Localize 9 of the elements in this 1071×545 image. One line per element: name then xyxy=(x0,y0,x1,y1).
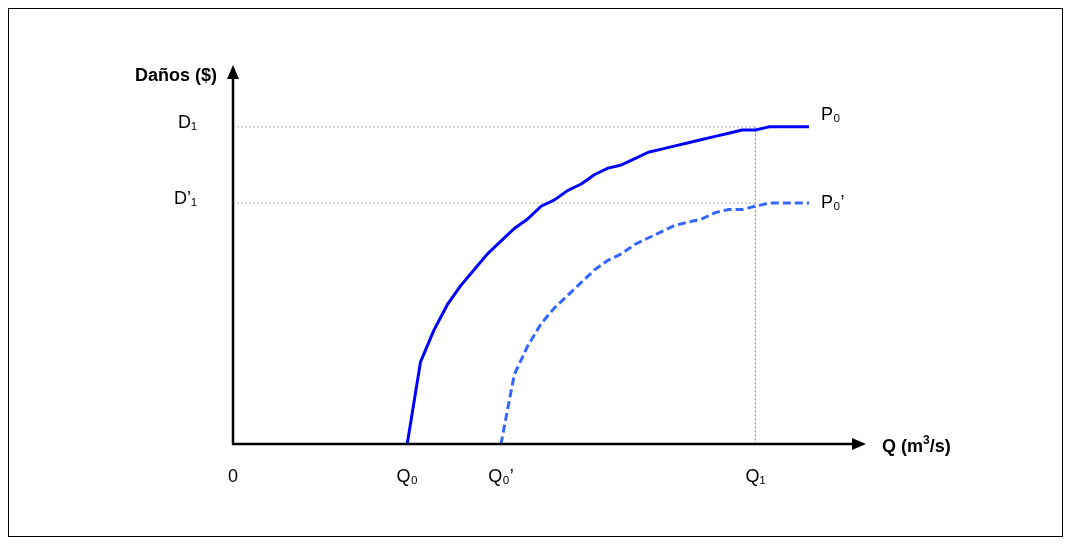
y-axis-title: Daños ($) xyxy=(134,65,218,85)
ref-line-label: D₁ xyxy=(177,111,197,132)
series-label: P₀ xyxy=(821,103,841,124)
ref-line-label: D’₁ xyxy=(173,188,197,209)
x-tick-label: Q₀ xyxy=(396,466,418,487)
series-label: P₀’ xyxy=(821,192,845,213)
x-tick-label: Q₀’ xyxy=(488,466,514,487)
x-tick-label: Q₁ xyxy=(745,466,766,487)
x-tick-label: 0 xyxy=(227,466,239,487)
